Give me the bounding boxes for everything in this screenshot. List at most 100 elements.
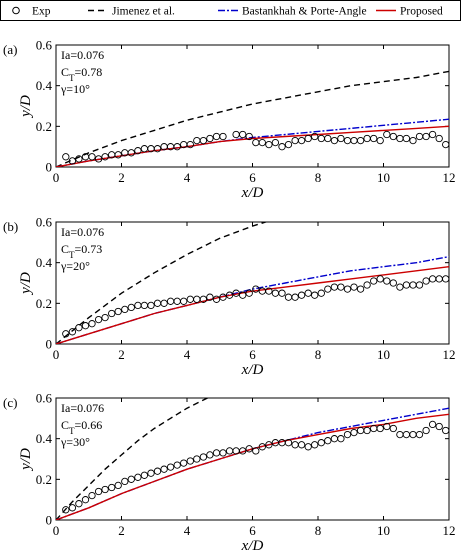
exp-point bbox=[304, 134, 312, 143]
exp-point bbox=[396, 134, 404, 143]
exp-point bbox=[140, 145, 149, 153]
exp-point bbox=[370, 277, 378, 285]
exp-point bbox=[140, 471, 149, 479]
exp-point bbox=[402, 281, 411, 289]
exp-point bbox=[173, 143, 181, 151]
x-axis-label: x/D bbox=[241, 538, 264, 550]
exp-point bbox=[435, 275, 443, 283]
series-line-bastankhah bbox=[56, 255, 449, 344]
exp-point bbox=[239, 130, 247, 139]
exp-point bbox=[206, 293, 214, 301]
exp-point bbox=[311, 132, 319, 141]
exp-point bbox=[284, 439, 293, 447]
x-tick-label: 2 bbox=[118, 523, 125, 538]
x-tick-label: 8 bbox=[315, 523, 322, 538]
exp-point bbox=[409, 430, 417, 439]
exp-point bbox=[180, 297, 188, 305]
x-tick-label: 0 bbox=[53, 523, 60, 538]
exp-point bbox=[239, 291, 247, 299]
x-tick-label: 12 bbox=[443, 170, 456, 185]
exp-point bbox=[350, 283, 358, 291]
exp-point bbox=[389, 132, 397, 141]
exp-point bbox=[186, 140, 194, 149]
y-tick-label: 0.2 bbox=[36, 296, 52, 311]
param-annotation: γ=20° bbox=[60, 259, 90, 273]
axes-frame bbox=[55, 44, 450, 168]
series-lines bbox=[56, 398, 449, 520]
exp-point bbox=[127, 149, 135, 157]
exp-point bbox=[265, 287, 273, 295]
x-tick-label: 8 bbox=[315, 170, 322, 185]
exp-point bbox=[278, 289, 286, 297]
x-tick-label: 4 bbox=[184, 523, 191, 538]
exp-point bbox=[199, 453, 208, 461]
y-tick-label: 0 bbox=[46, 513, 53, 528]
x-tick-label: 12 bbox=[443, 347, 456, 362]
x-tick-label: 4 bbox=[184, 170, 191, 185]
y-tick-label: 0 bbox=[46, 160, 53, 175]
panel-a: 0 2 4 6 8 10 12 0 0.2 0.4 0.6 x/D y/D (a) Ia=0.076 CT=0… bbox=[3, 38, 456, 202]
exp-point bbox=[435, 134, 443, 143]
exp-point bbox=[212, 295, 221, 303]
exp-point bbox=[206, 451, 214, 459]
param-text: C bbox=[61, 65, 69, 79]
exp-point bbox=[291, 136, 299, 145]
param-annotation: γ=30° bbox=[60, 435, 90, 449]
exp-point bbox=[330, 283, 339, 291]
x-tick-label: 10 bbox=[377, 170, 390, 185]
x-axis-label: x/D bbox=[241, 362, 264, 378]
exp-point bbox=[212, 449, 221, 457]
exp-point bbox=[212, 132, 221, 141]
exp-point bbox=[134, 147, 142, 155]
exp-point bbox=[389, 279, 397, 287]
series-line-jimenez bbox=[56, 398, 210, 520]
exp-point bbox=[343, 430, 352, 439]
x-axis-label: x/D bbox=[241, 185, 264, 201]
exp-point bbox=[324, 437, 332, 445]
x-tick-label: 12 bbox=[443, 523, 456, 538]
exp-point bbox=[376, 424, 384, 433]
legend-item-bastankhah: Bastankhah & Porte-Angle bbox=[218, 6, 367, 18]
exp-point bbox=[271, 138, 280, 147]
exp-point bbox=[232, 289, 240, 297]
exp-point bbox=[363, 426, 371, 435]
exp-point bbox=[101, 153, 109, 161]
param-text: =0.66 bbox=[75, 418, 103, 432]
exp-point bbox=[415, 430, 424, 439]
param-text: =0.73 bbox=[75, 242, 103, 256]
exp-point bbox=[68, 504, 77, 512]
param-text: =0.78 bbox=[75, 65, 103, 79]
exp-point bbox=[442, 275, 450, 283]
legend-item-proposed: Proposed bbox=[376, 6, 443, 18]
exp-point bbox=[147, 301, 155, 310]
x-tick-label: 4 bbox=[184, 347, 191, 362]
x-tick-label: 8 bbox=[315, 347, 322, 362]
exp-point bbox=[252, 138, 260, 147]
exp-point bbox=[428, 130, 437, 139]
exp-point bbox=[402, 134, 411, 143]
exp-point bbox=[75, 324, 83, 332]
y-tick-label: 0.6 bbox=[36, 38, 53, 53]
exp-point bbox=[114, 307, 122, 316]
series-line-jimenez bbox=[56, 70, 449, 167]
exp-point bbox=[356, 426, 365, 435]
exp-point bbox=[193, 455, 201, 463]
exp-point bbox=[114, 151, 122, 159]
exp-point bbox=[278, 143, 286, 151]
param-text: C bbox=[61, 242, 69, 256]
exp-point bbox=[376, 136, 384, 145]
exp-markers bbox=[62, 130, 450, 165]
exp-point bbox=[265, 441, 273, 449]
exp-point bbox=[291, 293, 299, 301]
exp-point bbox=[356, 285, 365, 293]
legend-label-jimenez: Jimenez et al. bbox=[112, 6, 175, 18]
exp-point bbox=[219, 293, 227, 301]
exp-point bbox=[94, 155, 103, 163]
exp-point bbox=[173, 461, 181, 469]
exp-point bbox=[127, 475, 135, 483]
exp-point bbox=[383, 422, 391, 431]
exp-point bbox=[324, 285, 332, 293]
exp-point bbox=[284, 293, 293, 301]
exp-point bbox=[442, 140, 450, 149]
exp-point bbox=[186, 295, 194, 303]
